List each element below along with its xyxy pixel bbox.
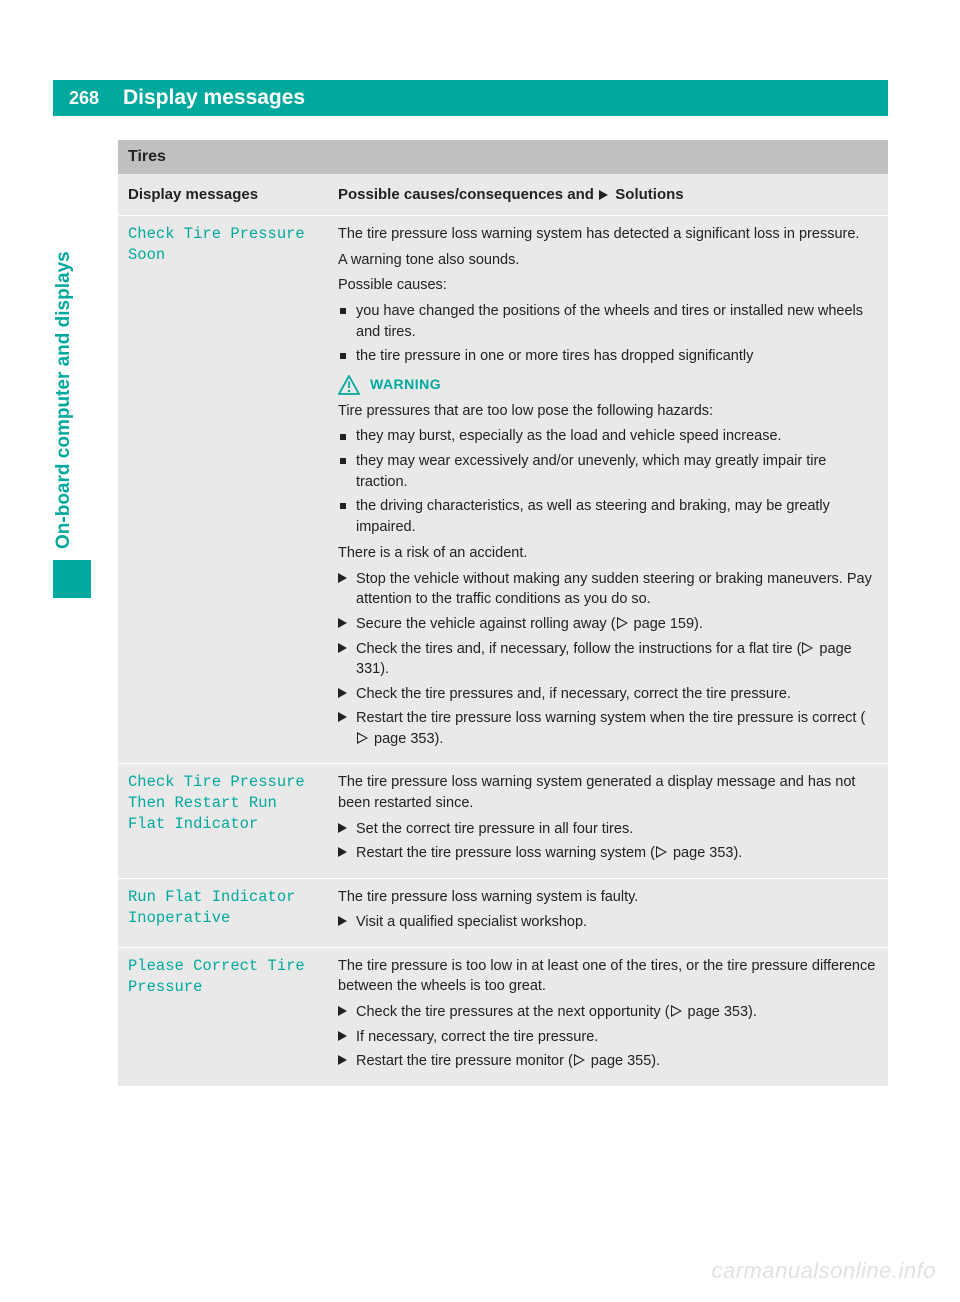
col-header-solutions: Possible causes/consequences and Solutio… [328,174,888,216]
step-item: Check the tire pressures and, if necessa… [338,684,878,705]
side-tab-label: On-board computer and displays [53,140,75,555]
message-cell: Check Tire Pressure Then Restart Run Fla… [118,764,328,878]
body-text: The tire pressure loss warning system ha… [338,224,878,245]
message-cell: Run Flat Indicator Inoperative [118,878,328,947]
step-list: Visit a qualified specialist workshop. [338,912,878,933]
solution-cell: The tire pressure loss warning system ge… [328,764,888,878]
bullet-item: the driving characteristics, as well as … [338,496,878,537]
bullet-item: the tire pressure in one or more tires h… [338,346,878,367]
table-row: Please Correct Tire Pressure The tire pre… [118,947,888,1085]
step-list: Stop the vehicle without making any sudd… [338,569,878,750]
body-text: There is a risk of an accident. [338,543,878,564]
solution-cell: The tire pressure is too low in at least… [328,947,888,1085]
bullet-list: you have changed the positions of the wh… [338,301,878,367]
body-text: The tire pressure loss warning system is… [338,887,878,908]
display-message: Check Tire Pressure Then Restart Run Fla… [128,772,318,835]
body-text: The tire pressure loss warning system ge… [338,772,878,813]
table-row: Check Tire Pressure Soon The tire pressur… [118,216,888,764]
page-ref-icon [802,642,814,654]
warning-header: WARNING [338,375,878,395]
solutions-arrow-icon [599,190,608,200]
content-area: Tires Display messages Possible causes/c… [118,140,888,1086]
step-item: Restart the tire pressure loss warning s… [338,708,878,749]
body-text: Tire pressures that are too low pose the… [338,401,878,422]
warning-label: WARNING [370,375,441,395]
display-message: Run Flat Indicator Inoperative [128,887,318,929]
table-row: Run Flat Indicator Inoperative The tire p… [118,878,888,947]
display-message: Check Tire Pressure Soon [128,224,318,266]
solution-cell: The tire pressure loss warning system is… [328,878,888,947]
step-item: Check the tire pressures at the next opp… [338,1002,878,1023]
page-ref-icon [617,617,629,629]
step-item: Visit a qualified specialist workshop. [338,912,878,933]
step-item: Check the tires and, if necessary, follo… [338,639,878,680]
warning-triangle-icon [338,375,360,395]
bullet-list: they may burst, especially as the load a… [338,426,878,537]
bullet-item: they may burst, especially as the load a… [338,426,878,447]
display-message: Please Correct Tire Pressure [128,956,318,998]
page-number: 268 [53,88,113,109]
step-item: Restart the tire pressure loss warning s… [338,843,878,864]
page-ref-icon [574,1054,586,1066]
side-tab: On-board computer and displays [53,140,91,600]
step-item: Stop the vehicle without making any sudd… [338,569,878,610]
bullet-item: you have changed the positions of the wh… [338,301,878,342]
step-list: Set the correct tire pressure in all fou… [338,819,878,864]
watermark: carmanualsonline.info [711,1258,936,1284]
step-item: Secure the vehicle against rolling away … [338,614,878,635]
col-header-prefix: Possible causes/consequences and [338,186,598,203]
message-cell: Check Tire Pressure Soon [118,216,328,764]
step-item: Restart the tire pressure monitor ( page… [338,1051,878,1072]
header-band: 268 Display messages [53,80,888,116]
body-text: A warning tone also sounds. [338,250,878,271]
body-text: The tire pressure is too low in at least… [338,956,878,997]
table-row: Check Tire Pressure Then Restart Run Fla… [118,764,888,878]
page: 268 Display messages On-board computer a… [0,0,960,1302]
page-ref-icon [671,1005,683,1017]
step-item: If necessary, correct the tire pressure. [338,1027,878,1048]
section-title: Tires [118,140,888,174]
solution-cell: The tire pressure loss warning system ha… [328,216,888,764]
message-cell: Please Correct Tire Pressure [118,947,328,1085]
side-tab-block [53,560,91,598]
page-title: Display messages [113,86,305,110]
bullet-item: they may wear excessively and/or unevenl… [338,451,878,492]
messages-table: Display messages Possible causes/consequ… [118,174,888,1086]
col-header-messages: Display messages [118,174,328,216]
page-ref-icon [656,846,668,858]
step-list: Check the tire pressures at the next opp… [338,1002,878,1072]
step-item: Set the correct tire pressure in all fou… [338,819,878,840]
body-text: Possible causes: [338,275,878,296]
page-ref-icon [357,732,369,744]
col-header-suffix: Solutions [611,186,684,203]
